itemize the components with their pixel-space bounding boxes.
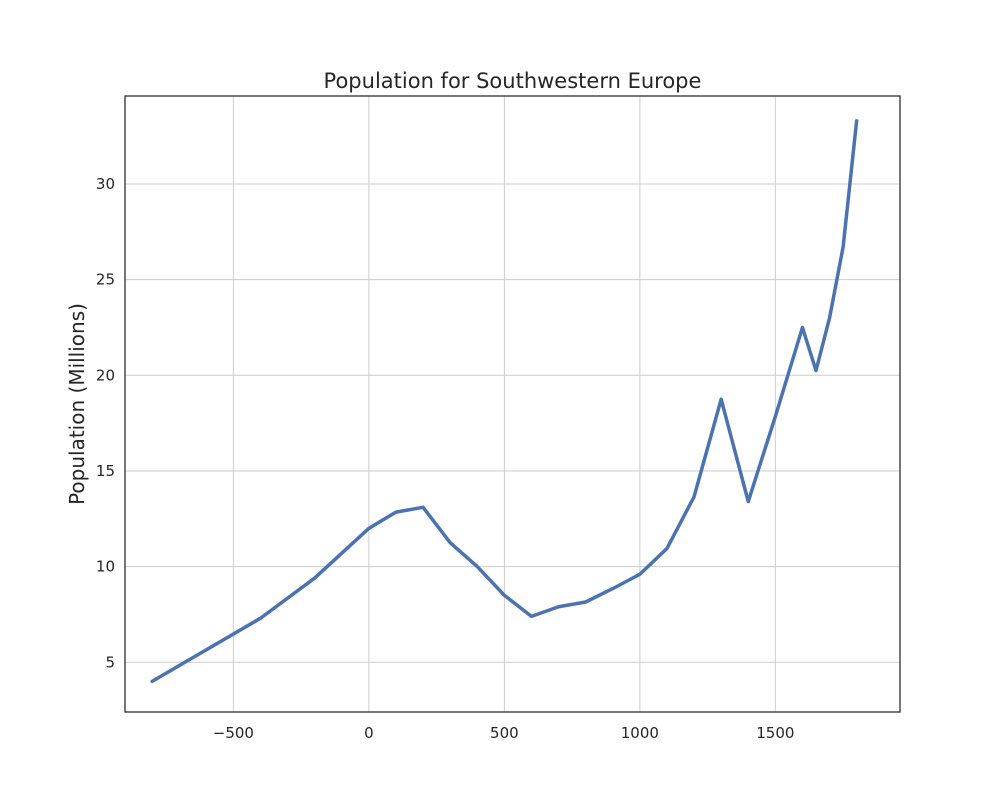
series-layer (150, 119, 859, 684)
grid (125, 96, 900, 712)
x-tick-label: 500 (490, 724, 519, 742)
y-tick-label: 10 (96, 558, 115, 576)
x-tick-label: 0 (364, 724, 374, 742)
y-axis-ticks: 5 10 15 20 25 30 (96, 175, 115, 671)
x-tick-label: −500 (213, 724, 254, 742)
y-tick-label: 25 (96, 271, 115, 289)
chart-title: Population for Southwestern Europe (324, 69, 702, 93)
series-line (150, 119, 859, 684)
x-tick-label: 1500 (756, 724, 794, 742)
x-tick-label: 1000 (621, 724, 659, 742)
plot-frame (124, 95, 901, 713)
y-tick-label: 5 (105, 653, 115, 671)
y-tick-label: 30 (96, 175, 115, 193)
y-tick-label: 15 (96, 462, 115, 480)
x-axis-ticks: −500 0 500 1000 1500 (213, 724, 795, 742)
y-tick-label: 20 (96, 366, 115, 384)
y-axis-label: Population (Millions) (65, 303, 89, 505)
